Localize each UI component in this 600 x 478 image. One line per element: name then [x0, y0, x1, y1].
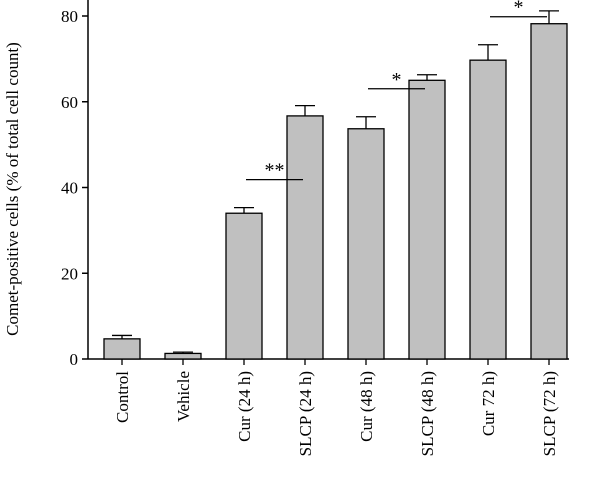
x-tick-label: Vehicle — [174, 371, 193, 422]
x-tick-label: Cur (48 h) — [357, 371, 376, 442]
bar — [286, 115, 324, 360]
x-tick-label: Cur 72 h) — [479, 371, 498, 436]
bar — [469, 59, 507, 360]
x-tick-label: SLCP (72 h) — [540, 371, 559, 456]
x-tick-label: SLCP (48 h) — [418, 371, 437, 456]
y-tick-label: 60 — [61, 93, 78, 112]
x-tick-label: Cur (24 h) — [235, 371, 254, 442]
bar — [103, 338, 141, 360]
y-tick-label: 0 — [70, 350, 79, 369]
significance-label: * — [514, 0, 524, 19]
y-tick-label: 40 — [61, 179, 78, 198]
x-tick-label: SLCP (24 h) — [296, 371, 315, 456]
significance-markers: **** — [246, 0, 547, 182]
bar — [530, 23, 568, 360]
significance-label: ** — [265, 160, 285, 182]
bar — [347, 128, 385, 360]
bar — [225, 212, 263, 360]
axes: 0 20 40 60 80 Control Vehicle Cur (24 h) SLCP (2… — [61, 0, 569, 456]
y-tick-label: 20 — [61, 264, 78, 283]
x-tick-label: Control — [113, 371, 132, 423]
bar — [164, 352, 202, 360]
bar — [408, 79, 446, 360]
bars — [103, 10, 568, 360]
y-axis-label: Comet-positive cells (% of total cell co… — [3, 42, 22, 336]
y-tick-label: 80 — [61, 7, 78, 26]
significance-label: * — [392, 69, 402, 91]
